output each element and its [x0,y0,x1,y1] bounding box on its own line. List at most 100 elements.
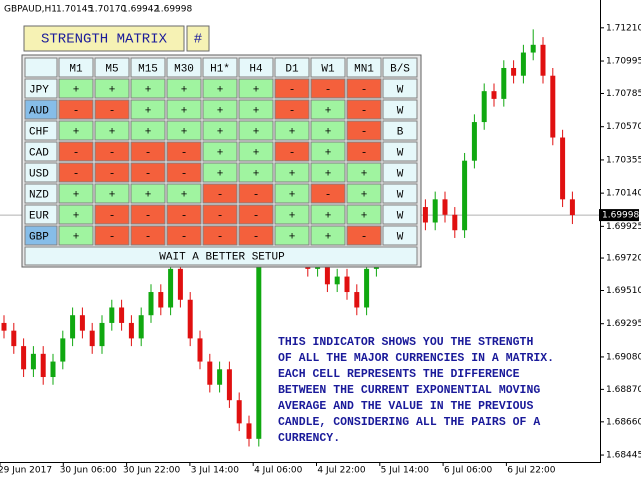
y-tick-label: 1.69510 [606,286,641,296]
currency-cell [24,225,58,246]
y-tick-label: 1.68660 [606,417,641,427]
candle-body [197,338,203,362]
matrix-cell [202,204,238,225]
matrix-cell [274,162,310,183]
column-header-cell [238,57,274,78]
candle-body [11,330,17,347]
currency-cell [24,120,58,141]
currency-label: CHF [29,126,49,138]
matrix-cell [58,99,94,120]
candle-body [207,361,213,385]
matrix-cell-value: + [217,84,224,96]
matrix-cell-value: - [361,231,368,243]
matrix-cell [382,78,418,99]
matrix-cell-value: W [397,105,404,117]
matrix-cell-value: + [289,168,296,180]
matrix-cell [346,183,382,204]
matrix-cell [166,204,202,225]
candle-body [79,315,85,331]
candle-body [119,307,125,323]
matrix-cell [166,162,202,183]
matrix-cell-value: W [397,210,404,222]
candle-body [471,122,477,161]
matrix-cell [58,183,94,204]
matrix-cell [130,225,166,246]
column-header: M15 [138,63,158,75]
matrix-cell-value: - [73,168,80,180]
matrix-cell-value: + [145,126,152,138]
y-tick-label: 1.69925 [606,222,641,232]
matrix-cell-value: - [109,147,116,159]
description-line: BETWEEN THE CURRENT EXPONENTIAL MOVING [278,384,540,397]
candle-body [158,292,164,308]
matrix-cell [274,204,310,225]
candle-body [501,67,507,99]
matrix-cell-value: + [289,126,296,138]
column-header-cell [382,57,418,78]
matrix-cell-value: - [253,231,260,243]
matrix-cell [58,225,94,246]
matrix-cell-value: + [289,189,296,201]
matrix-cell-value: - [325,84,332,96]
candle-body [452,214,458,231]
matrix-button[interactable] [186,25,210,52]
current-price-label: 1.69998 [602,211,639,221]
matrix-cell [166,141,202,162]
matrix-cell-value: - [109,105,116,117]
matrix-cell-value: W [397,231,404,243]
column-header-cell [166,57,202,78]
matrix-cell-value: + [361,168,368,180]
y-tick-label: 1.70355 [606,155,641,165]
matrix-cell-value: - [289,84,296,96]
x-tick-label: 3 Jul 14:00 [191,466,240,476]
matrix-cell-value: - [361,126,368,138]
matrix-cell-value: - [289,105,296,117]
y-tick-label: 1.70995 [606,57,641,67]
currency-label: GBP [29,231,49,243]
matrix-cell [94,141,130,162]
matrix-cell [58,204,94,225]
matrix-cell-value: - [145,231,152,243]
column-header: M1 [69,63,83,75]
matrix-cell-value: + [73,231,80,243]
candle-body [560,137,566,200]
matrix-cell [238,183,274,204]
matrix-cell [58,141,94,162]
matrix-cell-value: + [145,189,152,201]
matrix-cell-value: - [361,147,368,159]
matrix-cell-value: - [73,147,80,159]
candle-body [462,160,468,231]
candle-body [491,91,497,99]
matrix-cell [202,78,238,99]
matrix-cell [238,78,274,99]
matrix-cell-value: - [109,231,116,243]
matrix-cell [346,120,382,141]
matrix-cell [346,225,382,246]
matrix-cell [238,141,274,162]
matrix-cell [202,99,238,120]
candle-body [344,276,350,293]
matrix-cell-value: + [109,189,116,201]
candle-body [569,199,575,216]
matrix-cell [346,78,382,99]
currency-label: NZD [29,189,49,201]
currency-label: CAD [29,147,49,159]
column-header: H1* [210,63,230,75]
matrix-cell-value: - [289,147,296,159]
matrix-cell-value: + [253,105,260,117]
candle-body [334,276,340,285]
candle-body [177,268,183,300]
currency-label: JPY [29,84,49,96]
candle-body [217,369,223,385]
matrix-cell [94,120,130,141]
candle-body [442,199,448,215]
candle-body [530,44,536,53]
matrix-cell [202,141,238,162]
column-header-cell [94,57,130,78]
matrix-cell-value: + [181,126,188,138]
matrix-cell-value: - [109,210,116,222]
y-tick-label: 1.70785 [606,89,641,99]
ohlc-value: 1.70145 [56,5,93,15]
column-header: MN1 [354,63,374,75]
